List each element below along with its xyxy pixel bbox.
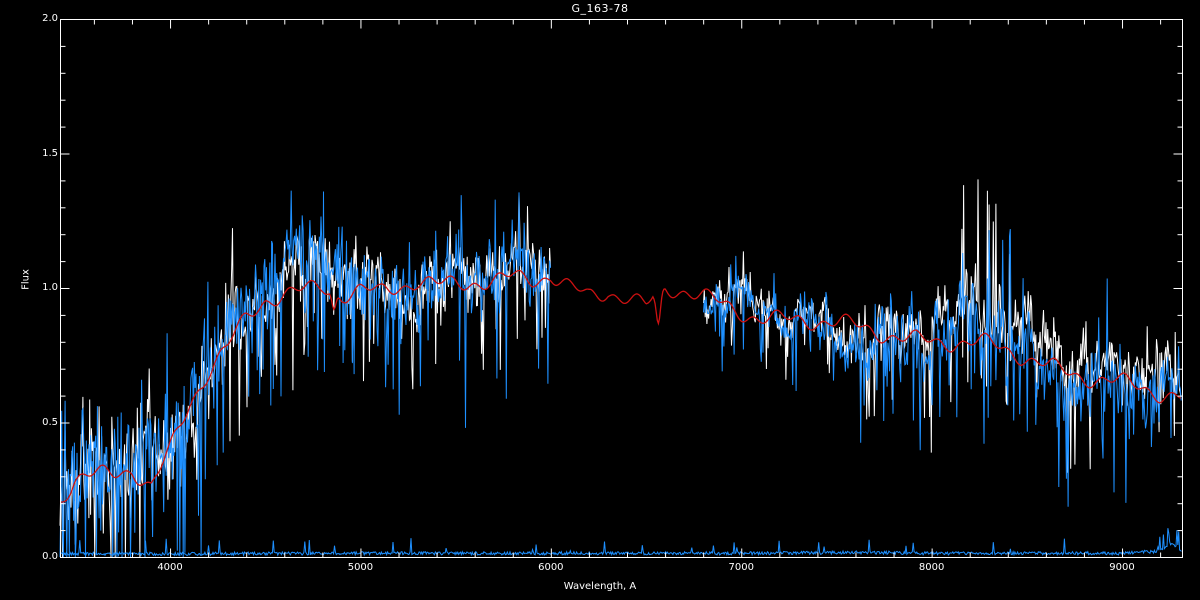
error-spectrum-trace (59, 528, 1182, 557)
x-tick-label: 7000 (728, 562, 754, 573)
y-tick-label: 2.0 (42, 13, 58, 24)
x-tick-label: 4000 (157, 562, 183, 573)
observed-spectrum-white-trace (59, 194, 551, 558)
x-tick-label: 9000 (1109, 562, 1135, 573)
model-spectrum-trace (59, 269, 1182, 504)
x-tick-label: 8000 (918, 562, 945, 573)
observed-spectrum-white-trace (703, 179, 1182, 473)
x-axis-label: Wavelength, A (563, 581, 637, 592)
observed-spectrum-blue-trace (59, 190, 551, 558)
y-tick-label: 0.5 (42, 416, 58, 428)
y-tick-label: 1.0 (42, 282, 58, 293)
y-tick-label-group: 0.0 0.5 1.0 1.5 2.0 (0, 0, 58, 600)
x-tick-label: 5000 (347, 562, 374, 573)
y-tick-label: 1.5 (42, 147, 58, 159)
data-series-layer (59, 179, 1182, 558)
y-tick-label: 0.0 (42, 551, 58, 562)
axis-frame (60, 19, 1183, 558)
x-tick-label: 6000 (538, 562, 564, 573)
observed-spectrum-blue-trace (703, 229, 1182, 507)
axis-frame-layer (60, 19, 1183, 558)
page-title: G_163-78 (571, 2, 629, 15)
